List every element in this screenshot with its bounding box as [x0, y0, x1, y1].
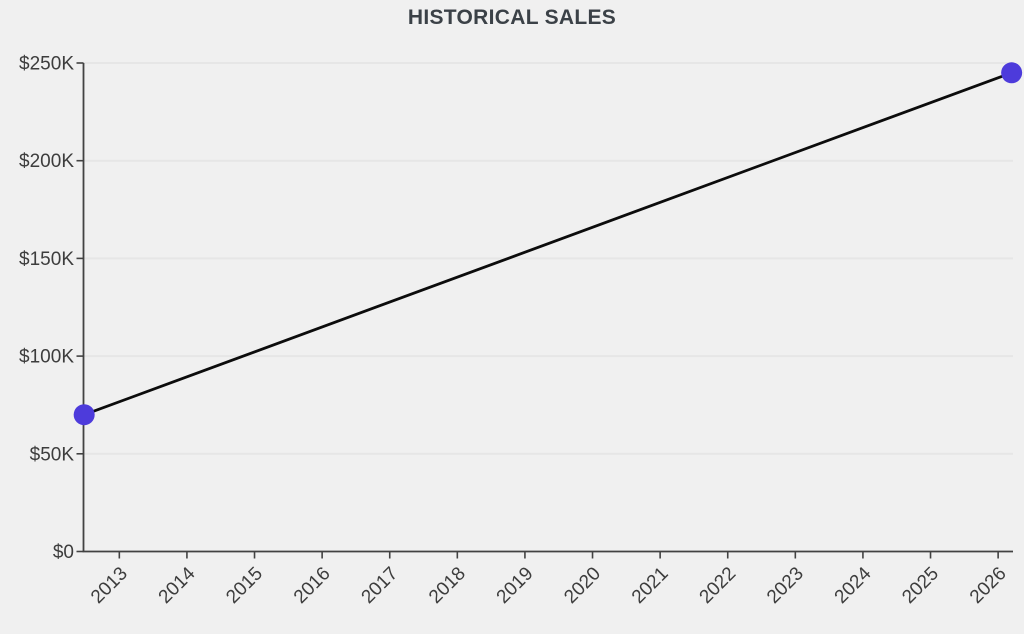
x-tick-label: 2015: [222, 563, 267, 608]
data-points: [73, 62, 1023, 426]
x-tick-label: 2021: [628, 563, 673, 608]
x-tick-label: 2014: [155, 563, 200, 608]
gridlines: [83, 62, 1013, 455]
x-tick-label: 2017: [358, 563, 403, 608]
y-tick-label: $150K: [19, 249, 74, 270]
x-tick-label: 2024: [831, 563, 876, 608]
x-tick-label: 2025: [898, 563, 943, 608]
data-point: [1001, 62, 1023, 84]
sales-line: [82, 71, 1014, 417]
x-tick-label: 2023: [763, 563, 808, 608]
y-tick-label: $100K: [19, 347, 74, 368]
y-tick-label: $0: [53, 542, 74, 563]
x-tick-label: 2026: [966, 563, 1011, 608]
x-tick-label: 2019: [493, 563, 538, 608]
y-tick-label: $250K: [19, 54, 74, 75]
x-tick-label: 2018: [425, 563, 470, 608]
x-tick-label: 2020: [560, 563, 605, 608]
x-tick-label: 2013: [87, 563, 132, 608]
chart-title: HISTORICAL SALES: [407, 6, 617, 29]
y-tick-label: $50K: [30, 444, 75, 465]
y-tick-label: $200K: [19, 151, 74, 172]
x-tick-label: 2022: [696, 563, 741, 608]
x-axis: 2013 2014 2015 2016 2017 2018 2019 2020 2021 2022…: [82, 550, 1013, 608]
x-tick-label: 2016: [290, 563, 335, 608]
y-axis: $0 $50K $100K $150K $200K $250K: [19, 54, 85, 563]
data-point: [73, 404, 95, 426]
